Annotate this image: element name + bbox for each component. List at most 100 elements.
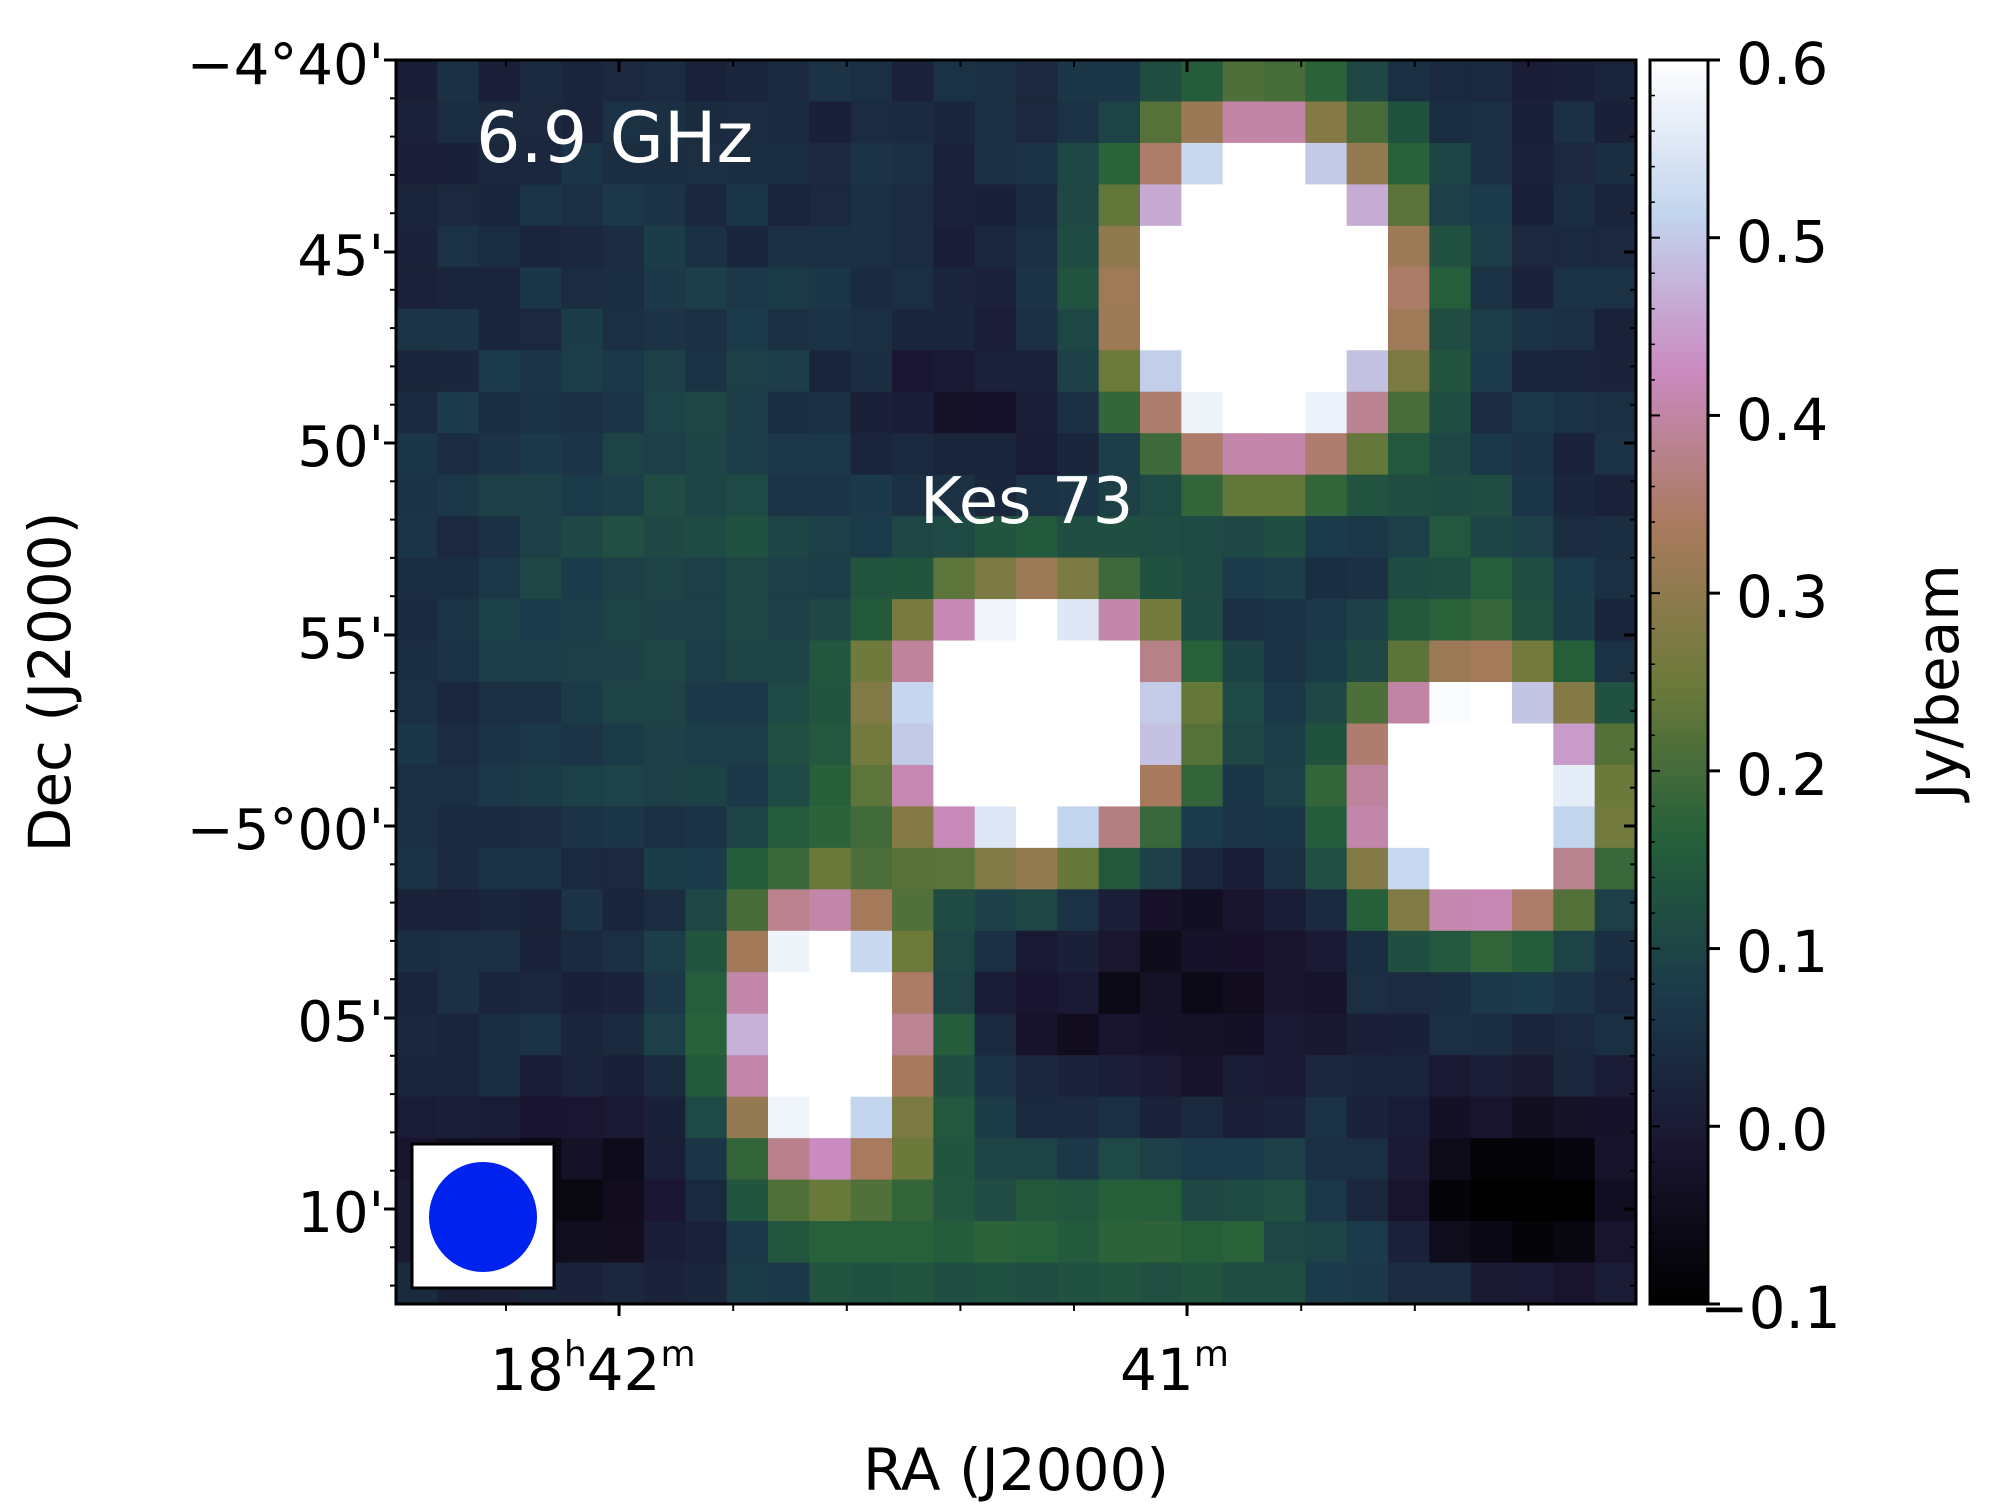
heatmap-cell bbox=[809, 1013, 852, 1056]
heatmap-cell bbox=[561, 847, 604, 890]
heatmap-cell bbox=[726, 847, 769, 890]
heatmap-cell bbox=[1553, 930, 1596, 973]
heatmap-cell bbox=[1305, 847, 1348, 890]
heatmap-cell bbox=[437, 101, 480, 144]
heatmap-cell bbox=[1264, 184, 1306, 227]
heatmap-cell bbox=[644, 391, 686, 434]
heatmap-cell bbox=[1016, 1013, 1058, 1056]
heatmap-cell bbox=[1429, 1221, 1472, 1264]
heatmap-cell bbox=[1470, 1179, 1513, 1222]
heatmap-cell bbox=[520, 433, 562, 476]
x-tick-label: 41m bbox=[1120, 1334, 1229, 1404]
heatmap-cell bbox=[1346, 142, 1389, 185]
heatmap-cell bbox=[1016, 723, 1058, 766]
heatmap-cell bbox=[933, 1013, 976, 1056]
heatmap-cell bbox=[726, 640, 769, 683]
heatmap-cell bbox=[685, 599, 728, 642]
heatmap-cell bbox=[1016, 1138, 1058, 1181]
heatmap-cell bbox=[1181, 474, 1224, 517]
heatmap-cell bbox=[396, 764, 438, 807]
heatmap-cell bbox=[1388, 806, 1430, 849]
heatmap-cell bbox=[561, 1138, 604, 1181]
heatmap-cell bbox=[933, 308, 976, 351]
heatmap-cell bbox=[1264, 930, 1306, 973]
heatmap-cell bbox=[644, 764, 686, 807]
heatmap-cell bbox=[892, 60, 934, 103]
heatmap-cell bbox=[1222, 599, 1265, 642]
heatmap-cell bbox=[1181, 847, 1224, 890]
heatmap-cell bbox=[602, 640, 645, 683]
heatmap-cell bbox=[1181, 557, 1224, 600]
heatmap-cell bbox=[1222, 60, 1265, 103]
heatmap-cell bbox=[892, 1055, 934, 1098]
heatmap-cell bbox=[602, 723, 645, 766]
heatmap-cell bbox=[933, 267, 976, 310]
heatmap-cell bbox=[561, 1179, 604, 1222]
x-axis-label: RA (J2000) bbox=[863, 1436, 1169, 1504]
heatmap-cell bbox=[1098, 516, 1141, 559]
heatmap-cell bbox=[809, 557, 852, 600]
heatmap-cell bbox=[1057, 308, 1100, 351]
heatmap-cell bbox=[1553, 350, 1596, 393]
heatmap-cell bbox=[644, 308, 686, 351]
heatmap-cell bbox=[1016, 764, 1058, 807]
heatmap-cell bbox=[1264, 1262, 1306, 1305]
heatmap-cell bbox=[1346, 391, 1389, 434]
heatmap-cell bbox=[396, 972, 438, 1015]
heatmap-cell bbox=[1388, 930, 1430, 973]
heatmap-cell bbox=[1181, 184, 1224, 227]
heatmap-cell bbox=[1470, 1138, 1513, 1181]
heatmap-cell bbox=[974, 433, 1017, 476]
heatmap-cell bbox=[850, 391, 893, 434]
heatmap-cell bbox=[520, 682, 562, 725]
heatmap-cell bbox=[602, 391, 645, 434]
heatmap-cell bbox=[726, 184, 769, 227]
heatmap-cell bbox=[974, 308, 1017, 351]
heatmap-cell bbox=[1098, 972, 1141, 1015]
heatmap-cell bbox=[768, 350, 810, 393]
heatmap-cell bbox=[1264, 723, 1306, 766]
heatmap-cell bbox=[396, 889, 438, 932]
heatmap-cell bbox=[892, 433, 934, 476]
heatmap-cell bbox=[478, 267, 521, 310]
heatmap-cell bbox=[1388, 267, 1430, 310]
heatmap-cell bbox=[1057, 1262, 1100, 1305]
heatmap-cell bbox=[1140, 640, 1182, 683]
heatmap-cell bbox=[1057, 1179, 1100, 1222]
heatmap-cell bbox=[1305, 557, 1348, 600]
heatmap-cell bbox=[850, 474, 893, 517]
heatmap-cell bbox=[809, 640, 852, 683]
heatmap-cell bbox=[1181, 1262, 1224, 1305]
heatmap-cell bbox=[850, 640, 893, 683]
heatmap-cell bbox=[520, 764, 562, 807]
heatmap-cell bbox=[768, 60, 810, 103]
heatmap-cell bbox=[685, 682, 728, 725]
colorbar-tick-label: 0.4 bbox=[1736, 386, 1828, 454]
heatmap-cell bbox=[1346, 101, 1389, 144]
heatmap-cell bbox=[478, 682, 521, 725]
heatmap-cell bbox=[520, 350, 562, 393]
heatmap-cell bbox=[850, 682, 893, 725]
heatmap-cell bbox=[768, 1055, 810, 1098]
heatmap-cell bbox=[1553, 225, 1596, 268]
heatmap-cell bbox=[685, 225, 728, 268]
heatmap-cell bbox=[726, 1138, 769, 1181]
heatmap-cell bbox=[685, 1096, 728, 1139]
heatmap-cell bbox=[1264, 391, 1306, 434]
heatmap-cell bbox=[974, 847, 1017, 890]
heatmap-cell bbox=[1057, 847, 1100, 890]
heatmap-cell bbox=[1016, 142, 1058, 185]
heatmap-cell bbox=[1222, 1055, 1265, 1098]
heatmap-cell bbox=[768, 433, 810, 476]
heatmap-cell bbox=[478, 516, 521, 559]
heatmap-cell bbox=[685, 889, 728, 932]
heatmap-image bbox=[396, 60, 1637, 1305]
heatmap-cell bbox=[933, 847, 976, 890]
heatmap-cell bbox=[1264, 806, 1306, 849]
heatmap-cell bbox=[768, 267, 810, 310]
heatmap-cell bbox=[1098, 142, 1141, 185]
heatmap-cell bbox=[850, 1179, 893, 1222]
heatmap-cell bbox=[1181, 391, 1224, 434]
heatmap-cell bbox=[809, 1262, 852, 1305]
heatmap-cell bbox=[1305, 599, 1348, 642]
